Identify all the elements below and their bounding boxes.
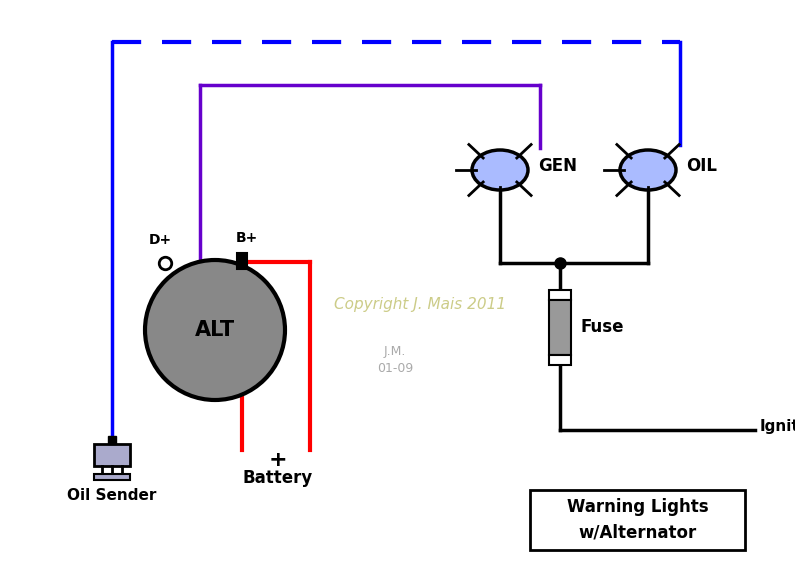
Bar: [108, 436, 116, 444]
Text: D+: D+: [149, 233, 172, 247]
Text: Fuse: Fuse: [581, 318, 625, 336]
Text: Battery: Battery: [243, 469, 313, 487]
Bar: [549, 300, 571, 355]
Bar: [94, 444, 130, 466]
Text: +: +: [269, 450, 287, 470]
Text: B+: B+: [236, 231, 258, 245]
Ellipse shape: [472, 150, 528, 190]
Bar: [237, 253, 247, 269]
Bar: [530, 490, 745, 550]
Ellipse shape: [620, 150, 676, 190]
Text: Warning Lights
w/Alternator: Warning Lights w/Alternator: [567, 498, 708, 541]
Text: OIL: OIL: [686, 157, 717, 175]
Bar: [549, 290, 571, 300]
Text: Ignition: Ignition: [760, 419, 795, 434]
Circle shape: [145, 260, 285, 400]
Bar: [94, 474, 130, 480]
Bar: [549, 355, 571, 365]
Text: Copyright J. Mais 2011: Copyright J. Mais 2011: [334, 297, 506, 313]
Text: GEN: GEN: [538, 157, 577, 175]
Text: ALT: ALT: [195, 320, 235, 340]
Text: Oil Sender: Oil Sender: [68, 488, 157, 503]
Text: J.M.
01-09: J.M. 01-09: [377, 344, 413, 376]
